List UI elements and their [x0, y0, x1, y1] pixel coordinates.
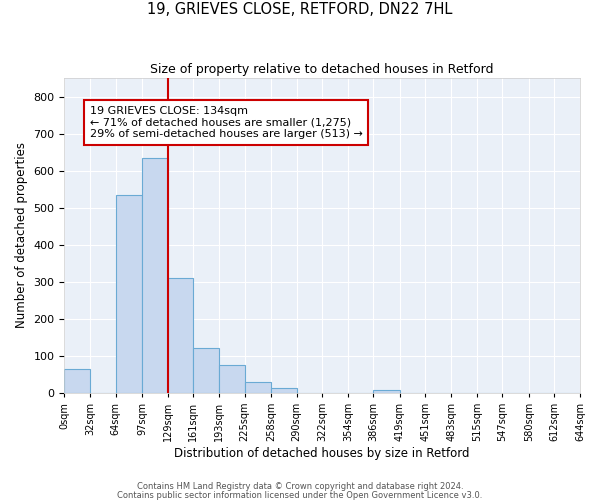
Bar [219, 365, 245, 393]
Bar [245, 382, 271, 393]
Bar [142, 158, 167, 393]
Y-axis label: Number of detached properties: Number of detached properties [15, 142, 28, 328]
Bar [116, 194, 142, 393]
Bar [271, 388, 296, 393]
Text: 19, GRIEVES CLOSE, RETFORD, DN22 7HL: 19, GRIEVES CLOSE, RETFORD, DN22 7HL [148, 2, 452, 18]
Bar [64, 369, 90, 393]
X-axis label: Distribution of detached houses by size in Retford: Distribution of detached houses by size … [175, 447, 470, 460]
Text: 19 GRIEVES CLOSE: 134sqm
← 71% of detached houses are smaller (1,275)
29% of sem: 19 GRIEVES CLOSE: 134sqm ← 71% of detach… [90, 106, 363, 139]
Text: Contains HM Land Registry data © Crown copyright and database right 2024.: Contains HM Land Registry data © Crown c… [137, 482, 463, 491]
Bar [373, 390, 400, 393]
Title: Size of property relative to detached houses in Retford: Size of property relative to detached ho… [151, 62, 494, 76]
Bar [193, 348, 219, 393]
Bar [167, 278, 193, 393]
Text: Contains public sector information licensed under the Open Government Licence v3: Contains public sector information licen… [118, 491, 482, 500]
